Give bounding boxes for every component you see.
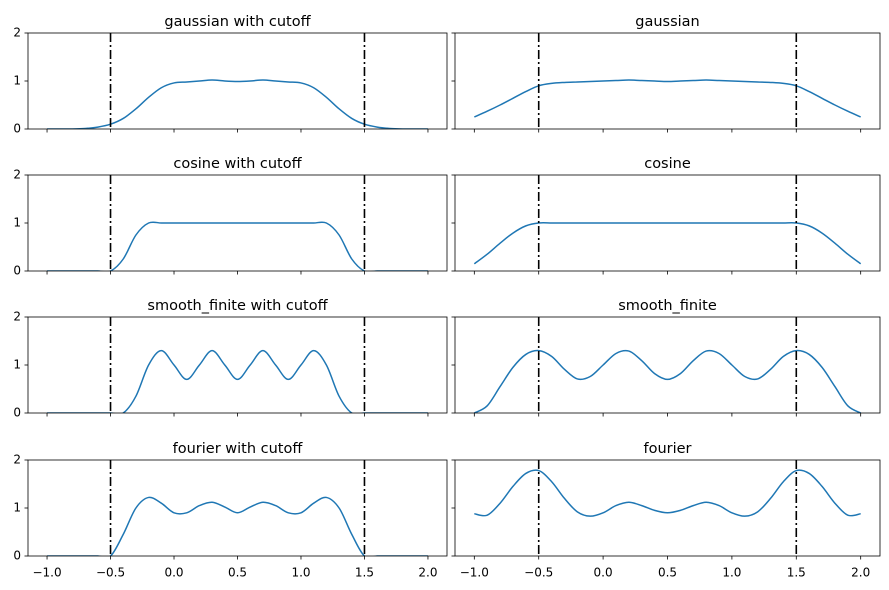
y-tick-label: 0	[13, 549, 21, 563]
x-tick-label: 0.5	[228, 566, 247, 580]
y-tick-label: 2	[13, 168, 21, 182]
x-tick-label: 2.0	[851, 566, 870, 580]
panel-title: fourier	[643, 441, 691, 457]
panel-title: fourier with cutoff	[173, 441, 304, 457]
x-tick-label: 0.0	[164, 566, 183, 580]
x-tick-label: −0.5	[524, 566, 553, 580]
x-tick-label: 1.5	[787, 566, 806, 580]
y-tick-label: 1	[13, 358, 21, 372]
panel-title: gaussian with cutoff	[164, 14, 311, 30]
x-tick-label: −1.0	[32, 566, 61, 580]
x-tick-label: −0.5	[96, 566, 125, 580]
x-tick-label: 0.0	[594, 566, 613, 580]
y-tick-label: 2	[13, 453, 21, 467]
y-tick-label: 0	[13, 122, 21, 136]
y-tick-label: 2	[13, 310, 21, 324]
axes-frame	[454, 459, 881, 557]
axes-frame	[454, 174, 881, 272]
y-tick-label: 1	[13, 501, 21, 515]
y-tick-label: 0	[13, 264, 21, 278]
data-line	[47, 221, 428, 271]
data-line	[474, 469, 861, 517]
x-tick-label: 0.5	[658, 566, 677, 580]
x-tick-label: 1.0	[291, 566, 310, 580]
x-tick-label: 2.0	[418, 566, 437, 580]
y-tick-label: 1	[13, 216, 21, 230]
panel-title: smooth_finite with cutoff	[147, 298, 328, 314]
axes-frame	[454, 316, 881, 414]
data-line	[47, 496, 428, 556]
x-tick-label: −1.0	[460, 566, 489, 580]
x-tick-label: 1.0	[722, 566, 741, 580]
panel-title: cosine with cutoff	[173, 156, 302, 172]
data-line	[473, 349, 862, 413]
panel-title: cosine	[644, 156, 691, 172]
axes-frame	[27, 174, 448, 272]
y-tick-label: 1	[13, 74, 21, 88]
axes-frame	[27, 32, 448, 130]
x-tick-label: 1.5	[355, 566, 374, 580]
y-tick-label: 2	[13, 26, 21, 40]
y-tick-label: 0	[13, 406, 21, 420]
data-line	[47, 349, 428, 413]
axes-frame	[27, 459, 448, 557]
axes-frame	[27, 316, 448, 414]
panel-title: gaussian	[635, 14, 700, 30]
panel-title: smooth_finite	[618, 298, 717, 314]
axes-frame	[454, 32, 881, 130]
